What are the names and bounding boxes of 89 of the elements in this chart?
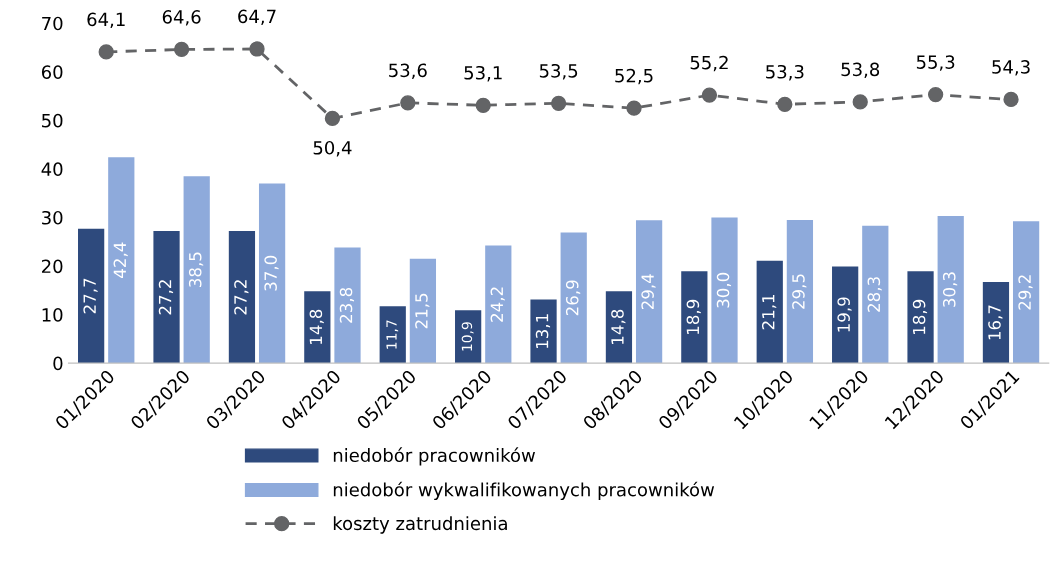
point <box>324 110 341 127</box>
bar <box>937 216 964 364</box>
bar <box>183 176 210 364</box>
data-label: 27,2 <box>234 280 249 315</box>
bar <box>334 247 361 364</box>
data-label: 10,9 <box>461 322 474 351</box>
point <box>777 96 793 112</box>
bar <box>832 266 859 364</box>
y-tick-label: 50 <box>42 113 63 128</box>
data-label: 27,7 <box>83 278 98 314</box>
data-label: 38,5 <box>188 252 204 287</box>
data-label: 55,2 <box>690 55 728 72</box>
data-label: 29,5 <box>792 274 807 309</box>
y-tick-label: 30 <box>42 210 63 225</box>
point <box>173 41 190 58</box>
point <box>1003 91 1019 108</box>
bar <box>635 220 663 364</box>
data-label: 14,8 <box>309 309 324 344</box>
data-label: 21,5 <box>415 293 430 329</box>
data-label: 14,8 <box>611 309 626 344</box>
data-label: 53,1 <box>464 65 502 82</box>
bar <box>258 183 286 364</box>
point <box>852 94 868 110</box>
data-label: 53,5 <box>539 63 578 80</box>
point <box>400 95 416 111</box>
legend-label: niedobór pracowników <box>333 447 535 466</box>
data-label: 29,4 <box>641 274 656 310</box>
data-label: 64,1 <box>87 12 125 29</box>
y-tick-label: 10 <box>42 308 63 322</box>
y-tick-label: 70 <box>42 16 63 31</box>
point <box>249 41 265 57</box>
bar <box>228 231 256 364</box>
y-tick-label: 60 <box>41 65 63 79</box>
bar <box>605 291 633 364</box>
bar <box>153 231 180 364</box>
data-label: 55,3 <box>916 55 955 71</box>
data-label: 64,7 <box>238 9 276 26</box>
data-label: 13,1 <box>535 314 551 349</box>
data-label: 26,9 <box>565 280 581 316</box>
bar <box>108 157 135 364</box>
data-label: 52,5 <box>615 68 653 85</box>
point <box>626 100 642 116</box>
point <box>927 86 944 103</box>
bar <box>409 258 437 364</box>
data-label: 23,8 <box>339 287 355 323</box>
legend-label: niedobór wykwalifikowanych pracowników <box>333 481 715 500</box>
point <box>475 97 491 113</box>
bar <box>530 299 557 364</box>
data-label: 50,4 <box>313 140 352 157</box>
bar <box>711 217 738 364</box>
data-label: 27,2 <box>158 280 174 315</box>
bar <box>1012 221 1040 364</box>
bar <box>982 282 1010 364</box>
legend-label: koszty zatrudnienia <box>333 516 507 534</box>
bar <box>756 260 783 364</box>
data-label: 30,0 <box>716 272 732 308</box>
y-tick-label: 20 <box>42 259 63 274</box>
data-label: 21,1 <box>761 294 777 330</box>
bar <box>786 219 814 364</box>
data-label: 64,6 <box>162 10 201 26</box>
data-label: 24,2 <box>490 287 505 322</box>
bar <box>455 310 482 364</box>
bar <box>907 271 934 364</box>
point <box>550 95 567 111</box>
point <box>701 87 718 103</box>
y-tick-label: 0 <box>53 356 63 371</box>
data-label: 53,3 <box>766 64 804 81</box>
data-label: 37,0 <box>264 255 279 291</box>
data-label: 54,3 <box>992 60 1030 76</box>
data-label: 11,7 <box>386 320 399 349</box>
bar <box>681 271 708 364</box>
data-label: 19,9 <box>837 297 852 332</box>
bar <box>304 291 331 364</box>
point <box>98 44 114 60</box>
bar <box>485 245 512 364</box>
bar <box>379 306 406 364</box>
data-label: 18,9 <box>912 299 928 334</box>
y-tick-label: 40 <box>41 162 63 177</box>
bar <box>78 228 105 364</box>
data-label: 30,3 <box>942 272 958 307</box>
data-label: 42,4 <box>113 242 128 278</box>
data-label: 28,3 <box>867 277 882 312</box>
data-label: 29,2 <box>1018 275 1033 310</box>
bar <box>862 225 889 364</box>
data-label: 18,9 <box>686 299 701 334</box>
data-label: 53,8 <box>841 62 880 79</box>
data-label: 53,6 <box>389 63 427 79</box>
data-label: 16,7 <box>988 305 1003 340</box>
bar <box>560 232 587 364</box>
